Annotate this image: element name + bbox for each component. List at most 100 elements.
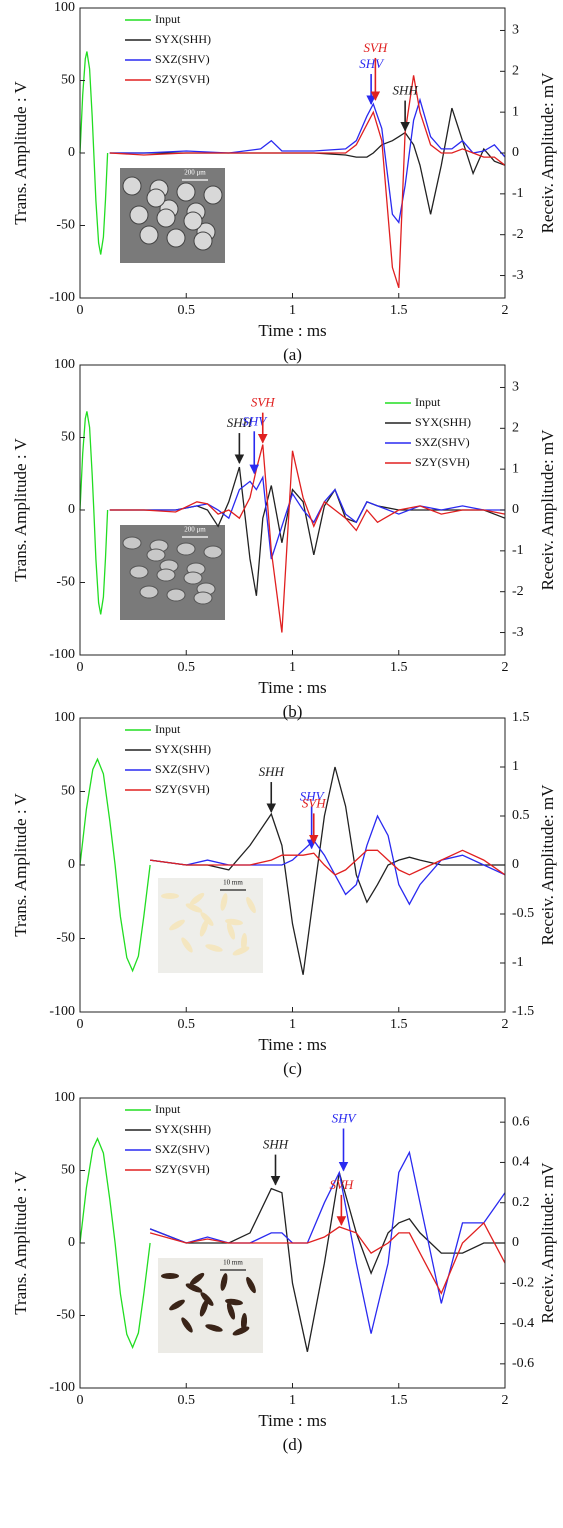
inset-particle xyxy=(183,571,203,585)
inset-grain xyxy=(199,1299,209,1317)
series-line xyxy=(79,51,109,255)
x-tick-label: 1 xyxy=(289,660,296,675)
y-tick-label: 50 xyxy=(61,73,75,88)
y-tick-label: -100 xyxy=(49,1004,75,1019)
legend-label: SZY(SVH) xyxy=(415,455,470,469)
y-tick-label: 0 xyxy=(68,857,75,872)
y-axis-label: Trans. Amplitude : V xyxy=(11,437,30,581)
caption: (d) xyxy=(283,1435,303,1454)
inset-particle xyxy=(122,536,142,550)
y2-tick-label: 0 xyxy=(512,857,519,872)
inset-grain xyxy=(181,937,193,953)
inset-grain xyxy=(189,892,205,906)
y2-tick-label: 1 xyxy=(512,759,519,774)
y2-tick-label: -3 xyxy=(512,268,524,283)
y-tick-label: 50 xyxy=(61,1163,75,1178)
y2-tick-label: 3 xyxy=(512,23,519,38)
x-tick-label: 1.5 xyxy=(390,303,408,318)
annotation-label: SVH xyxy=(363,40,387,55)
x-tick-label: 1 xyxy=(289,303,296,318)
y2-axis-label: Receiv. Amplitude: mV xyxy=(538,1162,557,1324)
inset-grain xyxy=(205,1324,223,1332)
y2-tick-label: -1 xyxy=(512,543,524,558)
inset-particle xyxy=(203,185,223,205)
x-tick-label: 2 xyxy=(502,660,509,675)
x-tick-label: 0.5 xyxy=(178,660,196,675)
inset-scale-label: 200 μm xyxy=(184,526,206,534)
inset-particle xyxy=(146,548,166,562)
annotation-label: SVH xyxy=(302,795,326,810)
inset-grain xyxy=(169,919,185,931)
inset-particle xyxy=(166,588,186,602)
inset-grain xyxy=(232,1326,250,1336)
legend-label: SYX(SHH) xyxy=(155,742,211,756)
y-tick-label: -50 xyxy=(56,931,75,946)
legend-label: SXZ(SHV) xyxy=(415,435,470,449)
series-line xyxy=(150,766,505,975)
y2-tick-label: 1.5 xyxy=(512,710,530,725)
x-tick-label: 1 xyxy=(289,1017,296,1032)
inset-particle xyxy=(139,585,159,599)
x-tick-label: 1 xyxy=(289,1393,296,1408)
annotation-label: SHV xyxy=(332,1110,358,1125)
inset-particle xyxy=(183,211,203,231)
y2-axis-label: Receiv. Amplitude: mV xyxy=(538,784,557,946)
inset-particle xyxy=(193,591,213,605)
x-axis-label: Time : ms xyxy=(258,321,326,340)
annotation-label: SHV xyxy=(242,413,268,428)
inset-grain xyxy=(200,912,214,926)
y2-tick-label: -3 xyxy=(512,625,524,640)
legend-label: SXZ(SHV) xyxy=(155,1142,210,1156)
inset-grain xyxy=(169,1299,185,1311)
x-tick-label: 2 xyxy=(502,1393,509,1408)
legend-label: SZY(SVH) xyxy=(155,1162,210,1176)
inset-particle xyxy=(139,225,159,245)
x-tick-label: 0 xyxy=(77,1393,84,1408)
x-tick-label: 1.5 xyxy=(390,660,408,675)
y-axis-label: Trans. Amplitude : V xyxy=(11,792,30,936)
y2-tick-label: -0.2 xyxy=(512,1275,534,1290)
y2-tick-label: 2 xyxy=(512,64,519,79)
y2-axis-label: Receiv. Amplitude: mV xyxy=(538,429,557,591)
inset-grain xyxy=(161,893,179,899)
inset-grain xyxy=(200,1292,214,1306)
inset-grain xyxy=(185,903,203,913)
series-line xyxy=(79,1136,151,1350)
inset-grain xyxy=(199,919,209,937)
legend-label: Input xyxy=(415,395,441,409)
x-axis-label: Time : ms xyxy=(258,1035,326,1054)
inset-grain xyxy=(232,946,250,956)
legend-label: SYX(SHH) xyxy=(415,415,471,429)
y2-tick-label: 1 xyxy=(512,104,519,119)
y-tick-label: 50 xyxy=(61,430,75,445)
y-axis-label: Trans. Amplitude : V xyxy=(11,1170,30,1314)
inset-grain xyxy=(189,1272,205,1286)
y2-tick-label: -1.5 xyxy=(512,1004,534,1019)
y2-tick-label: -0.5 xyxy=(512,906,534,921)
inset-scale-label: 10 mm xyxy=(223,879,243,887)
inset-grain xyxy=(226,1302,236,1320)
panel: 200 μm 0 0.5 1 1.5 2 -100 -50 0 50 100 -3 -2 -1 0 1 2 3 Ti… xyxy=(11,357,557,721)
inset-particle xyxy=(146,188,166,208)
y-tick-label: -100 xyxy=(49,647,75,662)
series-line xyxy=(109,75,506,288)
inset-grain xyxy=(226,922,236,940)
y-tick-label: 0 xyxy=(68,1235,75,1250)
inset-particle xyxy=(129,205,149,225)
annotation-label: SVH xyxy=(251,395,275,410)
inset-particle xyxy=(156,568,176,582)
y2-tick-label: 0.4 xyxy=(512,1155,530,1170)
y2-tick-label: -1 xyxy=(512,955,524,970)
series-line xyxy=(109,475,505,560)
x-axis-label: Time : ms xyxy=(258,1411,326,1430)
caption: (c) xyxy=(283,1059,302,1078)
legend-label: SYX(SHH) xyxy=(155,32,211,46)
legend-label: Input xyxy=(155,722,181,736)
caption: (a) xyxy=(283,345,302,364)
legend-label: SZY(SVH) xyxy=(155,72,210,86)
y-tick-label: 100 xyxy=(54,710,75,725)
series-line xyxy=(109,444,506,633)
x-tick-label: 0 xyxy=(77,303,84,318)
y2-tick-label: 0.6 xyxy=(512,1114,530,1129)
